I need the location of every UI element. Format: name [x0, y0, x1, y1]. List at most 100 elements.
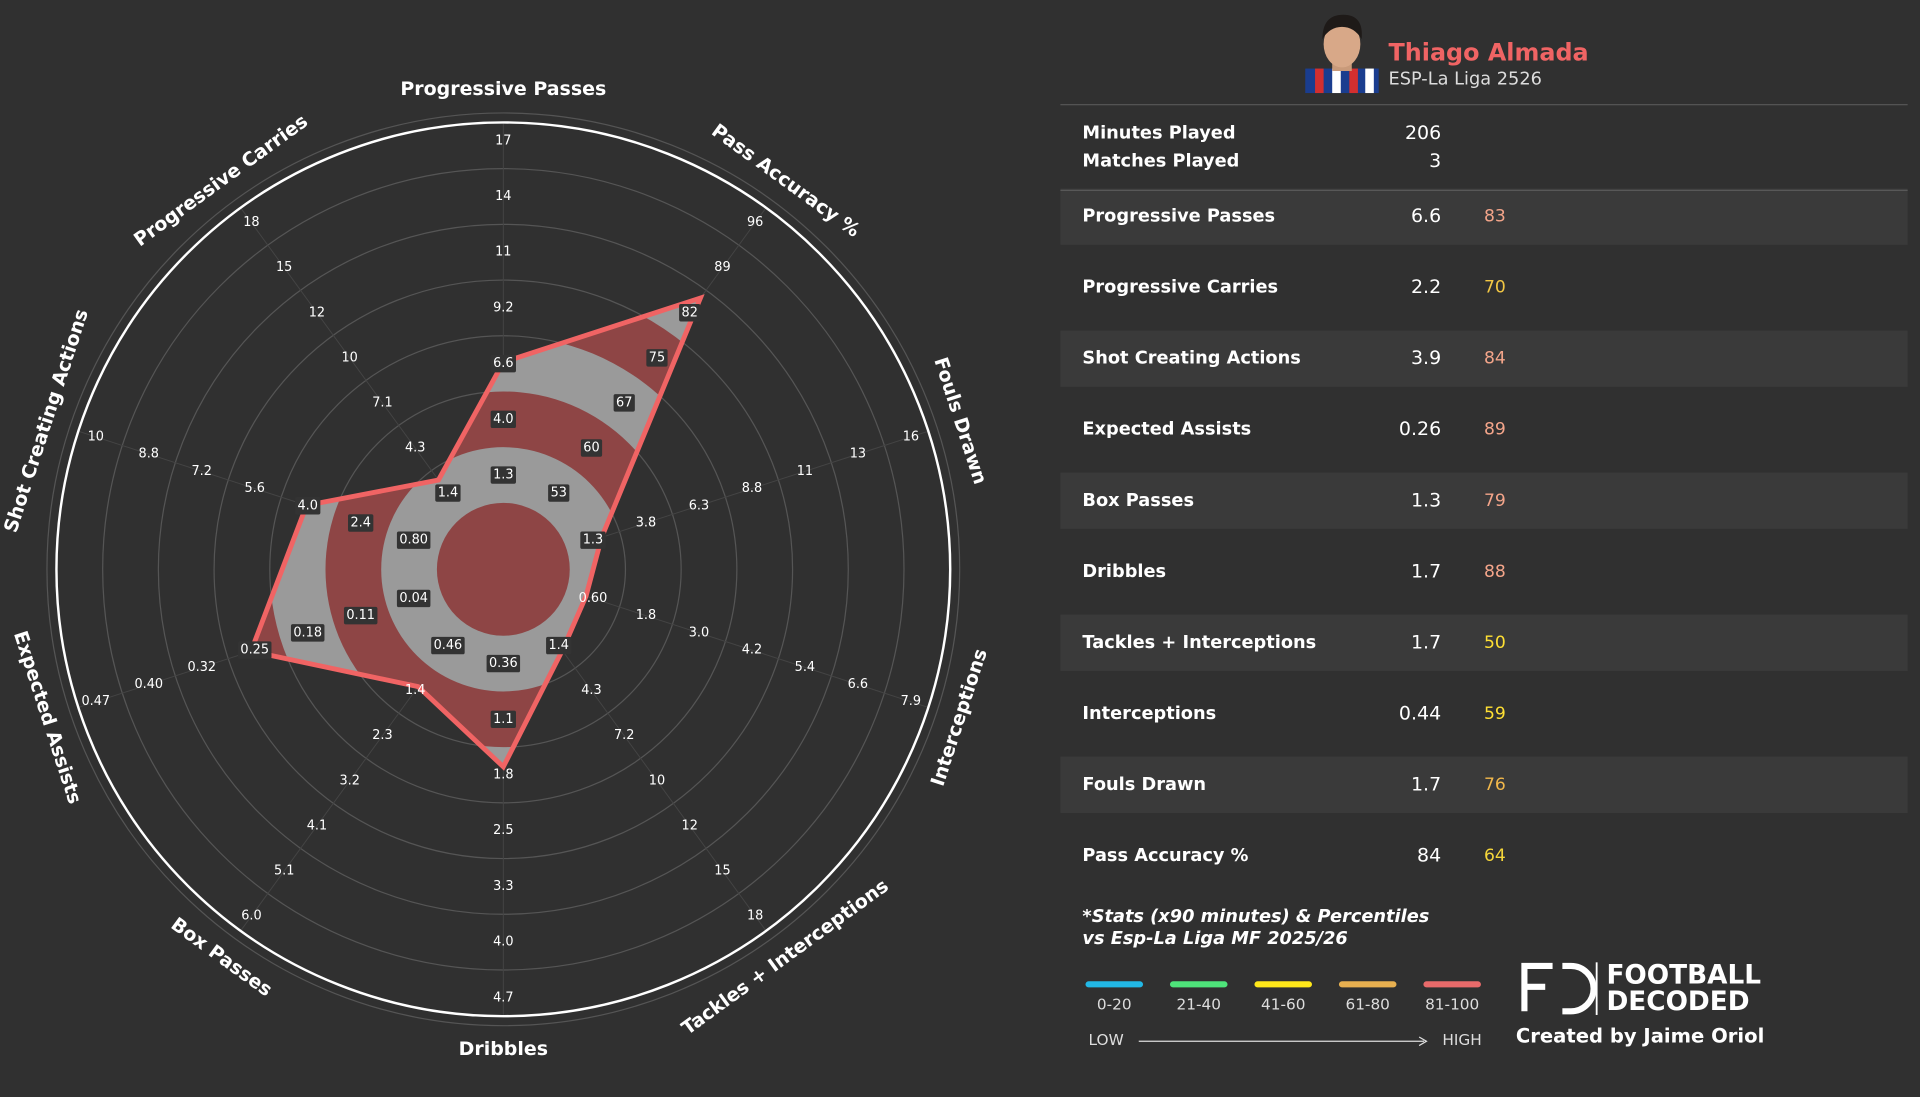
axis-tick-label: 3.2	[339, 773, 359, 788]
stat-value: 0.26	[1399, 418, 1441, 440]
outer-circle	[55, 121, 952, 1018]
tick-label-box	[580, 439, 603, 457]
tick-label-box	[348, 514, 374, 532]
logo-d	[1562, 962, 1597, 1015]
axis-tick-label: 82	[682, 305, 698, 320]
axis-tick-label: 10	[342, 350, 358, 365]
logo-text: FOOTBALL	[1606, 960, 1761, 990]
stat-percentile: 83	[1484, 207, 1506, 227]
axis-tick-label: 7.2	[614, 728, 634, 743]
shirt-stripe	[1315, 68, 1324, 94]
axis-tick-label: 11	[495, 245, 511, 260]
axis-tick-label: 0.18	[293, 625, 322, 640]
axis-tick-label: 1.3	[493, 468, 513, 483]
axis-tick-label: 0.32	[187, 660, 216, 675]
axis-tick-label: 17	[495, 133, 511, 148]
axis-tick-label: 4.1	[307, 818, 327, 833]
axis-tick-label: 4.2	[742, 643, 762, 658]
axis-tick-label: 3.0	[689, 625, 709, 640]
stat-value: 1.7	[1411, 560, 1441, 582]
tick-label-box	[396, 531, 431, 549]
legend-label: 0-20	[1097, 996, 1132, 1014]
stat-percentile: 59	[1484, 704, 1506, 724]
logo-f	[1521, 962, 1553, 1012]
axis-label: Dribbles	[459, 1038, 548, 1060]
tick-label-box	[580, 531, 606, 549]
axis-tick-label: 0.36	[489, 656, 518, 671]
axis-tick-label: 15	[276, 260, 292, 275]
stat-value: 1.3	[1411, 489, 1441, 511]
stat-label: Box Passes	[1082, 491, 1194, 511]
stat-value: 0.44	[1399, 702, 1441, 724]
stat-value: 2.2	[1411, 276, 1441, 298]
axis-tick-label: 3.8	[636, 515, 656, 530]
axis-tick-label: 0.04	[399, 591, 428, 606]
stat-label: Interceptions	[1082, 704, 1216, 724]
row-band	[1060, 472, 1908, 529]
tick-label-box	[646, 349, 668, 367]
shirt-stripe	[1365, 68, 1374, 94]
info-label: Matches Played	[1082, 152, 1239, 172]
tick-label-box	[237, 641, 272, 659]
axis-tick-label: 5.6	[245, 481, 265, 496]
axis-tick-label: 67	[616, 395, 632, 410]
axis-tick-label: 0.40	[134, 677, 163, 692]
legend-label: 41-60	[1261, 996, 1305, 1014]
axis-tick-label: 4.0	[493, 935, 513, 950]
axis-tick-label: 3.3	[493, 879, 513, 894]
row-band	[1060, 330, 1908, 387]
axis-tick-label: 18	[747, 908, 763, 923]
axis-tick-label: 5.1	[274, 863, 294, 878]
axis-tick-label: 1.3	[583, 533, 603, 548]
shirt-stripe	[1332, 68, 1341, 94]
axis-tick-label: 12	[682, 818, 698, 833]
axis-tick-label: 1.4	[549, 638, 569, 653]
tick-label-box	[486, 654, 521, 673]
stat-label: Expected Assists	[1082, 420, 1251, 440]
logo-text: DECODED	[1606, 987, 1749, 1017]
tick-label-box	[548, 484, 570, 502]
competition: ESP-La Liga 2526	[1389, 70, 1542, 90]
legend-label: 21-40	[1177, 996, 1221, 1014]
axis-tick-label: 1.8	[636, 608, 656, 623]
axis-tick-label: 2.3	[372, 728, 392, 743]
axis-tick-label: 11	[797, 464, 813, 479]
legend-label: 81-100	[1425, 996, 1479, 1014]
axis-tick-label: 7.2	[192, 464, 212, 479]
stat-label: Dribbles	[1082, 562, 1166, 582]
legend-arrow-head	[1418, 1036, 1428, 1047]
tick-label-box	[396, 589, 431, 608]
axis-tick-label: 14	[495, 189, 511, 204]
axis-tick-label: 12	[309, 305, 325, 320]
tick-label-box	[435, 484, 461, 502]
tick-label-box	[546, 636, 572, 655]
axis-tick-label: 7.9	[901, 694, 921, 709]
axis-tick-label: 75	[649, 350, 665, 365]
player-photo	[1305, 14, 1379, 94]
legend-label: 61-80	[1345, 996, 1389, 1014]
axis-tick-label: 4.0	[493, 412, 513, 427]
axis-tick-label: 6.0	[241, 908, 261, 923]
axis-tick-label: 4.7	[493, 990, 513, 1005]
axis-tick-label: 89	[714, 260, 730, 275]
axis-tick-label: 8.8	[742, 481, 762, 496]
stat-percentile: 88	[1484, 562, 1506, 582]
tick-label-box	[431, 636, 465, 655]
tick-label-box	[290, 624, 325, 642]
stat-percentile: 70	[1484, 278, 1506, 298]
axis-tick-label: 4.3	[405, 440, 425, 455]
axis-tick-label: 18	[243, 215, 259, 230]
stat-percentile: 64	[1484, 846, 1506, 866]
info-value: 206	[1405, 122, 1441, 144]
axis-tick-label: 1.4	[405, 683, 425, 698]
row-band	[1060, 188, 1908, 245]
tick-label-box	[490, 410, 516, 429]
axis-tick-label: 6.6	[493, 356, 513, 371]
axis-tick-label: 6.6	[848, 677, 868, 692]
axis-tick-label: 4.3	[581, 683, 601, 698]
axis-tick-label: 16	[903, 429, 919, 444]
axis-tick-label: 0.11	[346, 608, 375, 623]
player-name: Thiago Almada	[1389, 38, 1589, 66]
axis-tick-label: 2.4	[350, 515, 370, 530]
